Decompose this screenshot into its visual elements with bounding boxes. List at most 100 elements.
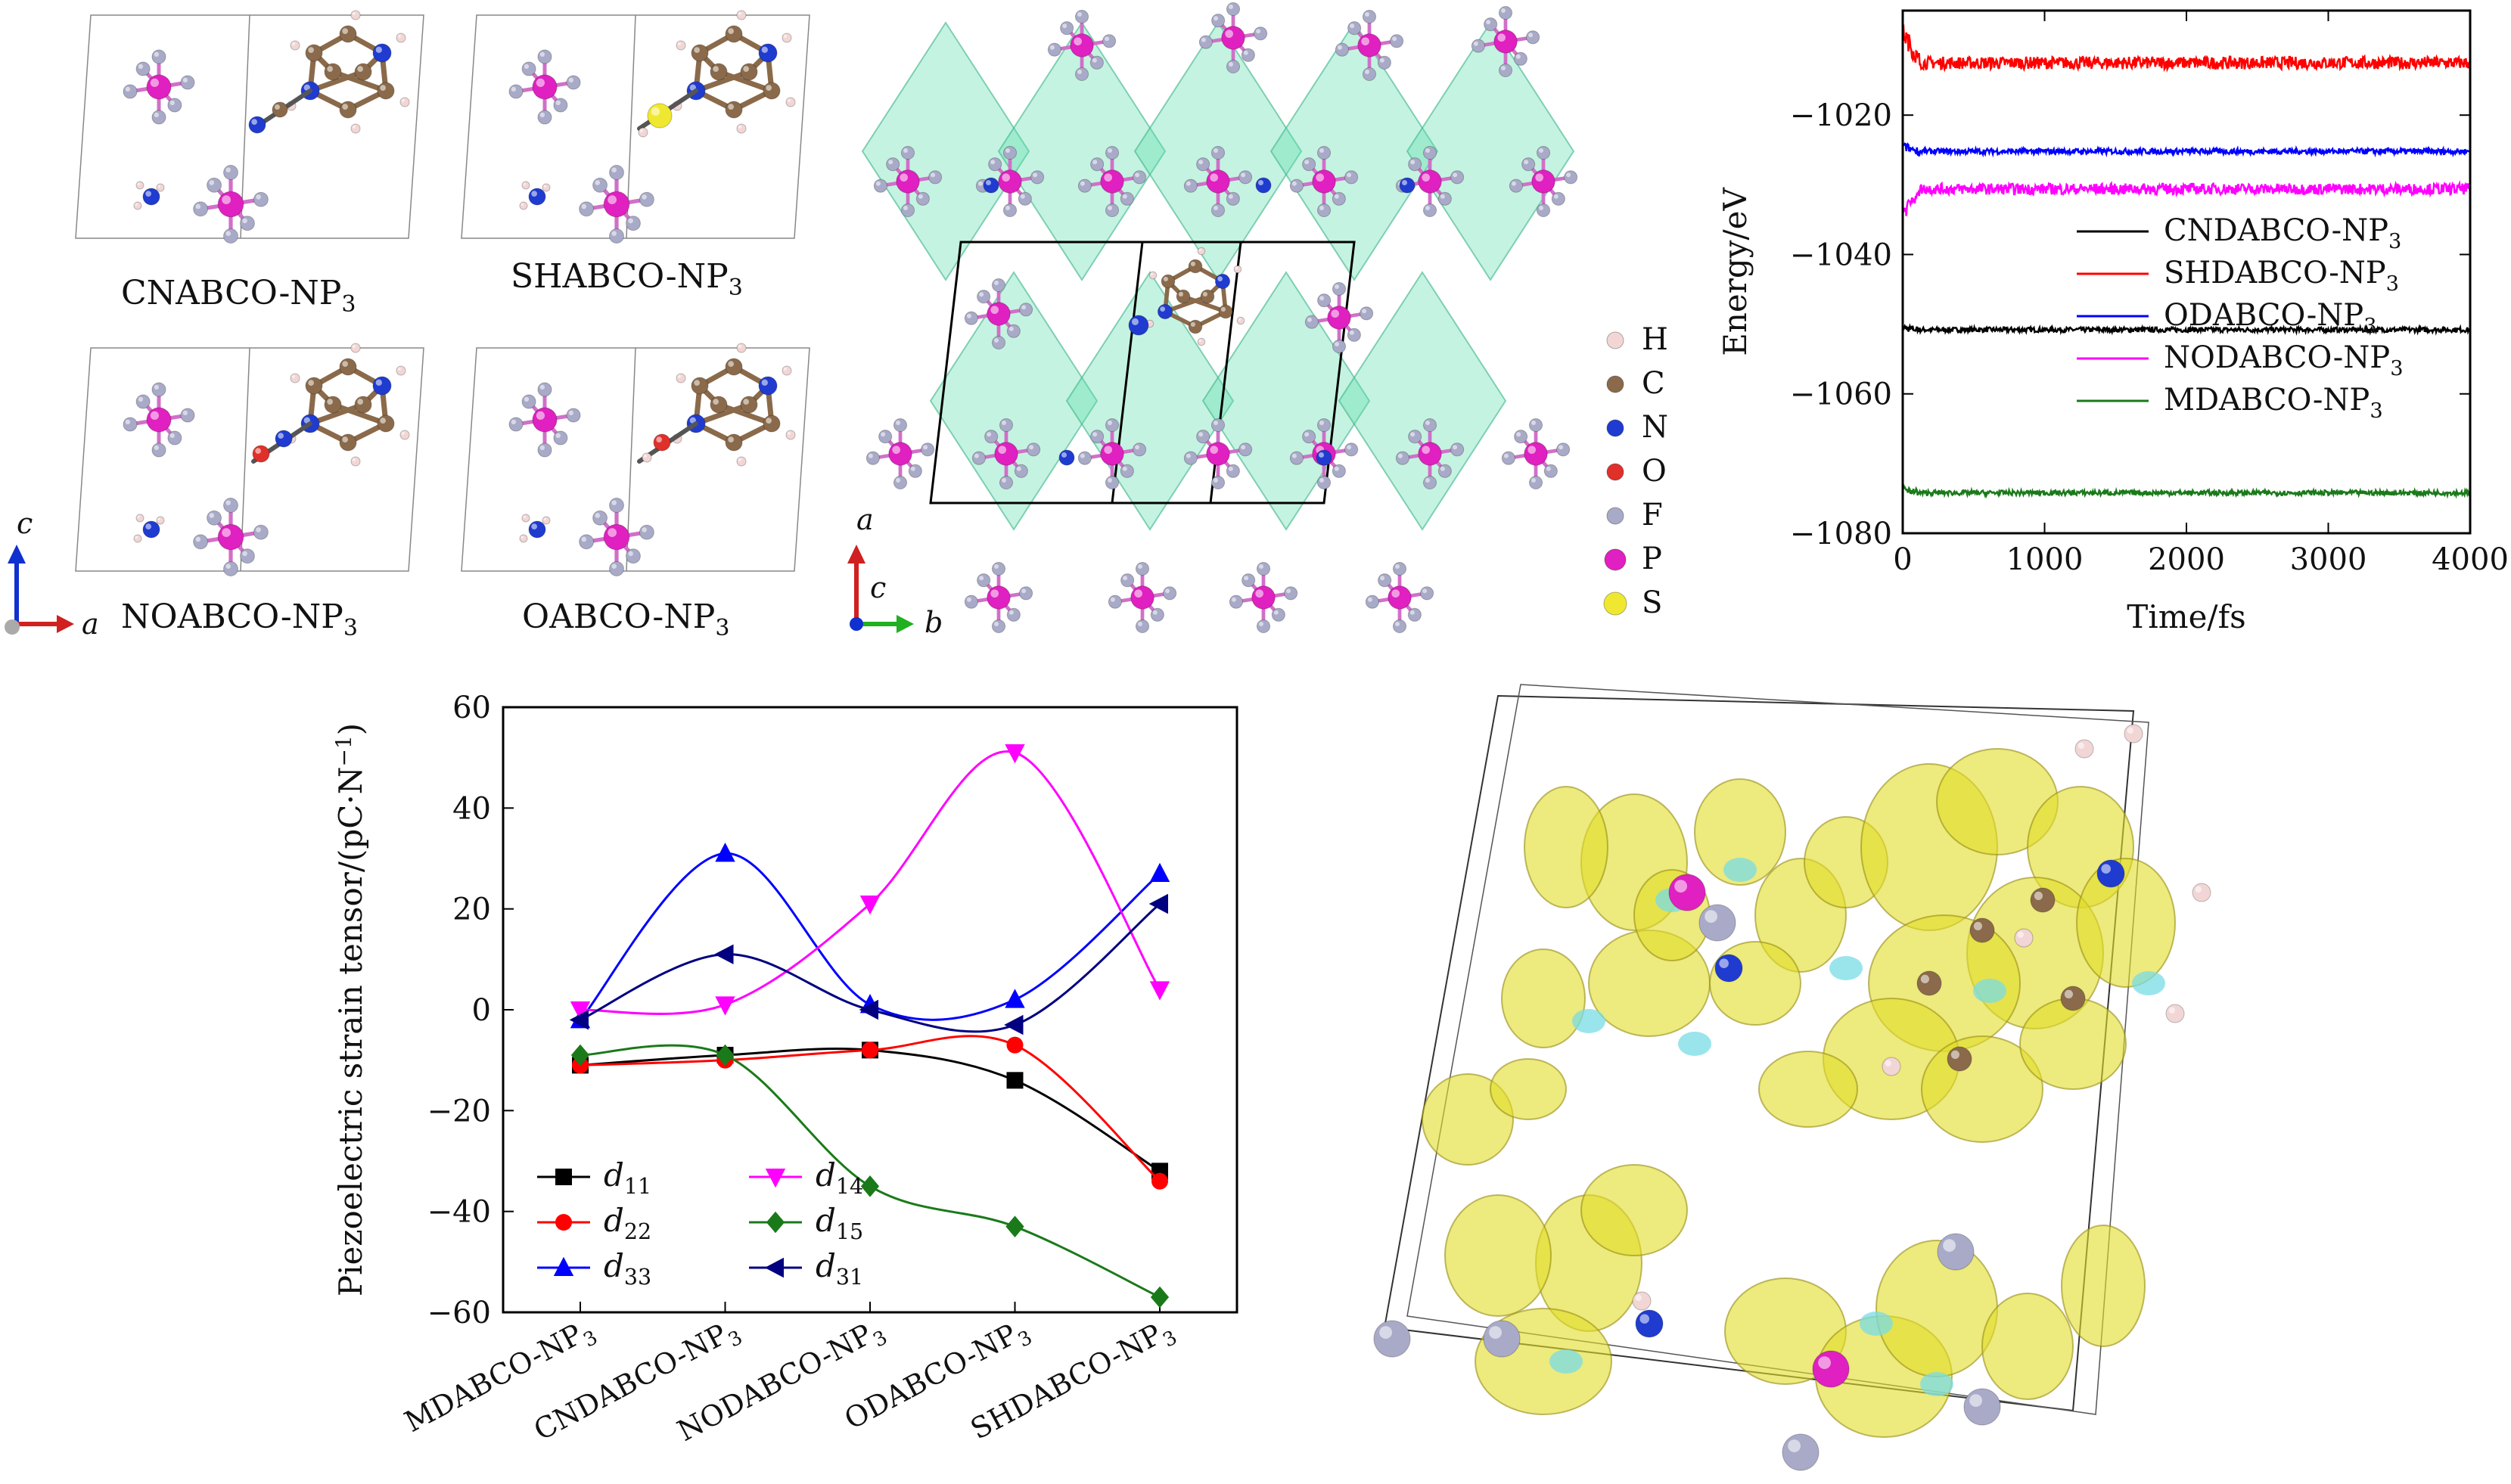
atom-highlight <box>738 458 742 462</box>
axis-c-label: c <box>870 571 886 604</box>
atom-P <box>896 169 920 194</box>
piezo-marker-triangle-down <box>715 996 735 1016</box>
atom-highlight <box>225 563 231 569</box>
atom-highlight <box>1885 1060 1891 1066</box>
atom-highlight <box>1531 478 1536 483</box>
atom-F <box>1373 1320 1411 1358</box>
atom-N <box>1255 177 1272 194</box>
atom-F <box>1226 59 1241 74</box>
atom-F <box>1471 39 1485 53</box>
atom-highlight <box>1319 148 1324 154</box>
atom-highlight <box>1198 160 1204 165</box>
atom-P <box>603 191 630 218</box>
atom-highlight <box>1243 50 1248 55</box>
atom-highlight <box>1316 173 1324 182</box>
atom-S <box>647 103 673 129</box>
piezo-marker-triangle-up <box>1149 862 1170 882</box>
piezo-marker-triangle-down <box>1005 744 1025 764</box>
isosurface-negative-lobe <box>1549 1349 1583 1374</box>
piezo-ytick-label: −40 <box>427 1195 491 1230</box>
atom-P <box>888 442 912 466</box>
atom-C <box>272 101 288 118</box>
atom-highlight <box>1331 309 1339 318</box>
atom-highlight <box>511 86 516 92</box>
atom-highlight <box>611 231 617 236</box>
atom-highlight <box>1201 37 1206 42</box>
atom-highlight <box>2064 989 2073 998</box>
legend-symbol: C <box>1642 366 1665 401</box>
atom-highlight <box>291 374 295 378</box>
piezo-ytick-label: 60 <box>452 691 491 725</box>
atom-H <box>519 534 528 543</box>
atom-F <box>521 394 536 409</box>
unit-cell-outline <box>461 14 810 239</box>
atom-highlight <box>154 445 160 450</box>
atom-H <box>542 516 551 525</box>
piezo-legend-label: d11 <box>604 1156 651 1199</box>
atom-highlight <box>150 411 159 421</box>
atom-highlight <box>2101 864 2111 874</box>
atom-F <box>1238 442 1253 457</box>
atom-H <box>2165 1004 2185 1023</box>
atom-N <box>758 376 778 396</box>
atom-H <box>350 10 361 20</box>
bond <box>716 402 775 427</box>
atom-H <box>1197 337 1206 346</box>
atom-F <box>1378 573 1392 588</box>
atom-highlight <box>910 466 915 471</box>
atom-F <box>1198 35 1213 49</box>
atom-highlight <box>397 34 402 39</box>
atom-highlight <box>979 292 984 297</box>
atom-highlight <box>521 203 524 206</box>
atom-H <box>135 181 145 190</box>
atom-F <box>609 561 624 576</box>
atom-P <box>1070 33 1094 57</box>
piezo-series-line <box>580 1044 1161 1299</box>
atom-F <box>1183 179 1198 193</box>
atom-F <box>639 524 654 540</box>
atom-H <box>1233 265 1242 274</box>
atom-highlight <box>994 281 999 285</box>
piezo-marker-square <box>555 1169 572 1185</box>
atom-F <box>180 75 195 90</box>
atom-highlight <box>1092 57 1097 63</box>
octahedron-polyhedron <box>1406 21 1575 281</box>
atom-highlight <box>966 597 971 602</box>
atom-F <box>991 561 1006 576</box>
atom-highlight <box>352 125 356 129</box>
atom-highlight <box>1163 276 1168 282</box>
atom-F <box>1501 451 1515 465</box>
atom-highlight <box>524 64 530 69</box>
atom-F <box>1335 42 1349 57</box>
atom-highlight <box>1021 305 1027 310</box>
axis-a-label: a <box>856 503 874 536</box>
atom-highlight <box>1365 70 1369 74</box>
atom-N <box>758 43 778 63</box>
atom-highlight <box>539 445 545 450</box>
legend-swatch <box>1606 375 1624 393</box>
isosurface-lobe <box>1444 1194 1552 1317</box>
energy-xtick-label: 3000 <box>2290 542 2367 577</box>
atom-H <box>2074 739 2094 759</box>
atom-highlight <box>1920 974 1929 983</box>
atom-P <box>987 302 1011 326</box>
atom-highlight <box>1049 45 1055 50</box>
atom-highlight <box>1501 66 1506 70</box>
atom-H <box>676 373 686 383</box>
piezo-legend-item: d14 <box>749 1156 863 1199</box>
atom-F <box>991 278 1006 293</box>
atom-highlight <box>677 42 682 46</box>
legend-swatch <box>1603 591 1627 616</box>
atom-highlight <box>1241 172 1246 178</box>
piezo-legend-item: d11 <box>537 1156 651 1199</box>
atom-F <box>508 84 524 99</box>
atom-highlight <box>1152 610 1158 615</box>
atom-P <box>1206 169 1230 194</box>
atom-highlight <box>743 66 750 72</box>
atom-highlight <box>783 34 787 39</box>
atom-highlight <box>1319 478 1324 483</box>
atom-C <box>339 25 357 43</box>
atom-highlight <box>150 78 159 87</box>
atom-F <box>1344 170 1359 185</box>
